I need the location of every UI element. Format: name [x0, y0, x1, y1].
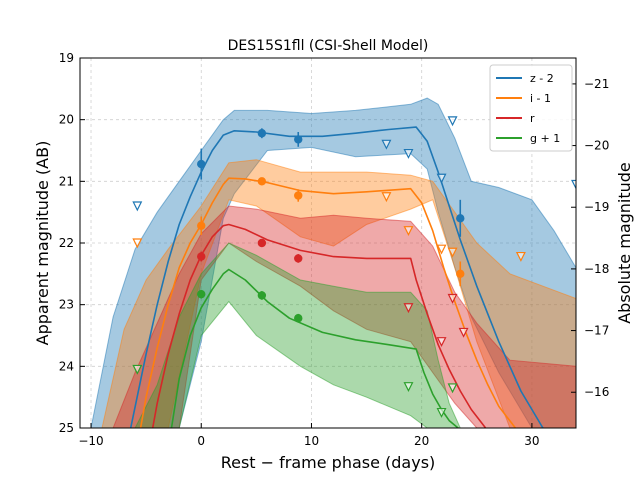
uncertainty-bands	[90, 97, 576, 428]
detection-r	[197, 252, 206, 261]
x-tick-label: 10	[304, 434, 319, 448]
upper-limit-g-1	[447, 383, 458, 394]
upper-limit-z-2	[447, 116, 458, 127]
detection-z-2	[294, 135, 303, 144]
detection-z-2	[257, 129, 267, 138]
y2-tick-label: −16	[584, 385, 609, 399]
y2-tick-label: −20	[584, 139, 609, 153]
upper-limit-r	[447, 293, 458, 304]
x-axis-label: Rest − frame phase (days)	[221, 453, 436, 472]
band-r	[112, 205, 576, 428]
chart-title: DES15S1fll (CSI-Shell Model)	[228, 38, 429, 54]
y-tick-label: 22	[59, 236, 74, 250]
y2-tick-label: −17	[584, 324, 609, 338]
y-axis-label: Apparent magnitude (AB)	[33, 141, 52, 346]
band-g-1	[134, 242, 461, 428]
detection-i-1	[294, 191, 303, 200]
upper-limit-i-1	[403, 226, 414, 237]
x-axis: −10 0 10 20 30	[78, 423, 540, 448]
y-tick-label: 20	[59, 113, 74, 127]
y2-tick-label: −19	[584, 200, 609, 214]
upper-limit-r	[458, 327, 469, 338]
model-line-g-1	[170, 268, 459, 428]
upper-limit-z-2	[381, 139, 392, 150]
upper-limit-r	[436, 337, 447, 348]
detection-z-2	[456, 214, 465, 223]
model-line-r	[151, 223, 487, 428]
upper-limit-z-2	[571, 179, 576, 190]
detection-r	[294, 254, 303, 263]
y-tick-label: 21	[59, 174, 74, 188]
upper-limit-i-1	[447, 247, 458, 258]
y-axis-right: −16 −17 −18 −19 −20 −21	[571, 77, 609, 399]
upper-limit-z-2	[132, 201, 143, 212]
band-i-1	[101, 159, 576, 428]
y-tick-label: 23	[59, 298, 74, 312]
detection-g-1	[294, 314, 303, 323]
upper-limit-g-1	[132, 364, 143, 375]
y2-tick-label: −21	[584, 77, 609, 91]
detection-g-1	[197, 289, 206, 299]
x-tick-label: 0	[197, 434, 205, 448]
y-tick-label: 25	[59, 421, 74, 435]
x-tick-label: 30	[524, 434, 539, 448]
upper-limit-g-1	[436, 407, 447, 418]
detection-i-1	[257, 177, 267, 186]
detection-i-1	[197, 221, 206, 230]
detection-i-1	[456, 269, 465, 279]
upper-limit-z-2	[403, 148, 414, 159]
upper-limit-i-1	[515, 251, 526, 262]
upper-limit-i-1	[132, 238, 143, 249]
upper-limit-z-2	[436, 173, 447, 184]
upper-limit-r	[403, 303, 414, 314]
x-tick-label: −10	[78, 434, 103, 448]
legend-label: i - 1	[530, 92, 551, 105]
upper-limit-i-1	[381, 192, 392, 203]
legend-label: z - 2	[530, 72, 554, 85]
legend-label: r	[530, 112, 535, 125]
x-tick-label: 20	[414, 434, 429, 448]
observations	[132, 116, 576, 418]
y-tick-label: 24	[59, 359, 74, 373]
y-axis-left: 19 20 21 22 23 24 25	[59, 51, 85, 435]
legend-box	[489, 64, 573, 152]
upper-limit-i-1	[436, 244, 447, 255]
detection-r	[257, 238, 267, 248]
legend: z - 2 i - 1 r g + 1	[489, 64, 573, 152]
y2-axis-label: Absolute magnitude	[615, 162, 634, 324]
model-line-z-2	[129, 126, 544, 428]
upper-limit-g-1	[403, 382, 414, 393]
y2-tick-label: −18	[584, 262, 609, 276]
legend-label: g + 1	[530, 132, 560, 145]
detection-z-2	[197, 159, 206, 169]
y-tick-label: 19	[59, 51, 74, 65]
detection-g-1	[257, 291, 267, 300]
